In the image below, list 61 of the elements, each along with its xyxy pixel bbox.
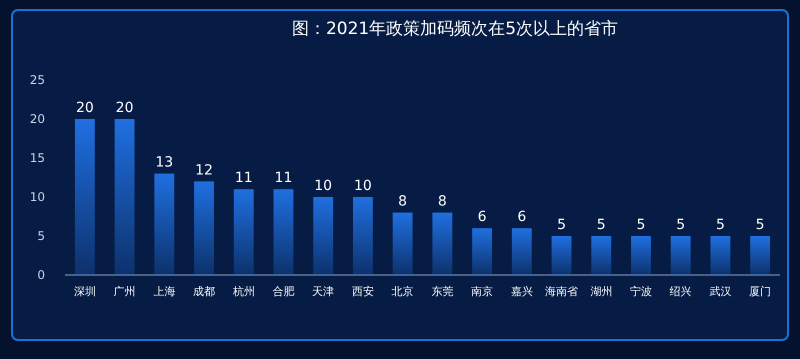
data-label: 11 [274, 170, 292, 186]
data-label: 5 [676, 217, 686, 233]
data-label: 6 [478, 209, 487, 226]
data-label: 13 [155, 154, 174, 171]
data-label: 5 [756, 217, 765, 233]
y-tick-label: 20 [30, 112, 45, 126]
x-tick-label: 上海 [153, 285, 176, 298]
bar [670, 236, 691, 275]
bar [552, 236, 572, 275]
bar [631, 236, 651, 275]
bar [114, 119, 135, 275]
data-label: 11 [234, 170, 253, 186]
data-label: 5 [557, 217, 566, 233]
data-label: 10 [314, 178, 332, 194]
bar [472, 228, 492, 275]
data-label: 8 [398, 194, 408, 210]
x-tick-label: 成都 [193, 285, 216, 298]
x-tick-label: 海南省 [545, 285, 578, 298]
x-tick-label: 武汉 [709, 285, 732, 298]
x-tick-label: 深圳 [74, 285, 96, 298]
y-tick-label: 10 [30, 190, 45, 204]
data-label: 10 [354, 178, 372, 194]
bar [274, 189, 294, 275]
bar [154, 174, 174, 275]
bar [432, 212, 452, 275]
bar [750, 236, 770, 275]
data-label: 20 [76, 100, 94, 116]
y-tick-label: 25 [30, 73, 45, 87]
x-tick-label: 南京 [471, 285, 494, 298]
data-label: 6 [517, 209, 526, 226]
x-tick-label: 天津 [312, 285, 334, 298]
x-tick-label: 绍兴 [670, 285, 692, 298]
bar [234, 189, 254, 275]
bar [194, 181, 214, 275]
x-tick-label: 北京 [392, 285, 414, 298]
x-tick-label: 西安 [352, 285, 374, 298]
x-tick-label: 宁波 [630, 285, 652, 298]
x-tick-label: 东莞 [431, 285, 454, 298]
y-tick-label: 5 [37, 229, 45, 243]
x-tick-label: 广州 [114, 285, 136, 298]
data-label: 5 [636, 217, 646, 233]
bar [512, 228, 532, 275]
x-tick-label: 厦门 [749, 285, 772, 298]
bar [313, 197, 334, 275]
y-tick-label: 15 [30, 151, 45, 165]
chart-title: 图：2021年政策加码频次在5次以上的省市 [292, 19, 618, 39]
data-label: 5 [716, 217, 725, 233]
bar [352, 197, 373, 275]
data-label: 5 [596, 217, 606, 233]
bar [591, 236, 612, 275]
y-tick-label: 0 [37, 268, 45, 282]
x-tick-label: 杭州 [232, 285, 255, 298]
bar [392, 212, 413, 275]
data-label: 8 [438, 194, 447, 210]
data-label: 12 [195, 162, 213, 178]
bar [74, 119, 95, 275]
x-tick-label: 嘉兴 [510, 285, 533, 298]
data-label: 20 [116, 100, 134, 116]
bar [710, 236, 730, 275]
x-tick-label: 湖州 [590, 285, 612, 298]
x-tick-label: 合肥 [272, 285, 294, 298]
